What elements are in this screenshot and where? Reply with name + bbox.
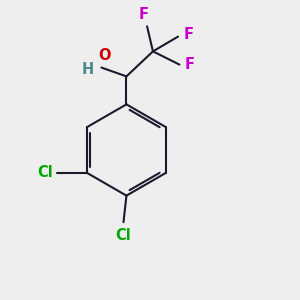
Text: H: H xyxy=(82,61,94,76)
Text: F: F xyxy=(185,57,195,72)
Text: Cl: Cl xyxy=(116,228,131,243)
Text: O: O xyxy=(98,48,111,63)
Text: Cl: Cl xyxy=(37,165,53,180)
Text: F: F xyxy=(183,27,193,42)
Text: F: F xyxy=(139,7,149,22)
